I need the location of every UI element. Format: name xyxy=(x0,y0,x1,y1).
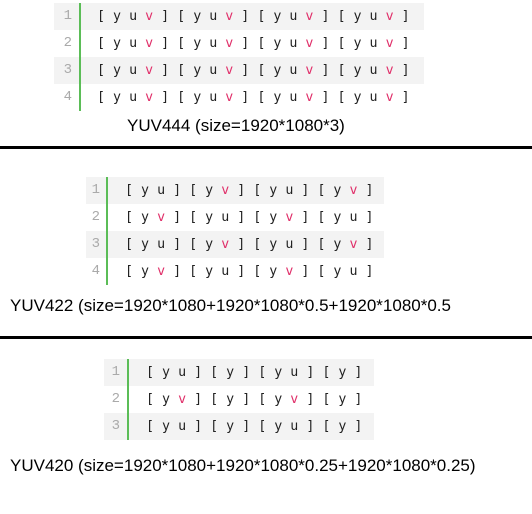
v-sample: v xyxy=(285,264,294,279)
code-line: 2 [ y v ] [ y u ] [ y v ] [ y u ] xyxy=(86,204,384,231)
line-number: 1 xyxy=(111,364,120,380)
code-text: [ y u v ] [ y u v ] [ y u v ] [ y u v ] xyxy=(97,90,410,105)
yuv444-code-block: 1 [ y u v ] [ y u v ] [ y u v ] [ y u v … xyxy=(54,3,424,111)
code-text: [ y u v ] [ y u v ] [ y u v ] [ y u v ] xyxy=(97,63,410,78)
code-text: [ y v ] [ y ] [ y v ] [ y ] xyxy=(146,392,363,407)
code-line: 3 [ y u ] [ y v ] [ y u ] [ y v ] xyxy=(86,231,384,258)
line-number: 4 xyxy=(91,263,100,279)
code-line: 3 [ y u ] [ y ] [ y u ] [ y ] xyxy=(104,413,374,440)
gutter-bar xyxy=(106,177,108,204)
line-number: 2 xyxy=(111,391,120,407)
yuv420-code-block: 1 [ y u ] [ y ] [ y u ] [ y ] 2 [ y v ] … xyxy=(104,359,374,440)
code-line: 1 [ y u ] [ y v ] [ y u ] [ y v ] xyxy=(86,177,384,204)
gutter-bar xyxy=(106,258,108,285)
section-divider xyxy=(0,336,532,339)
gutter-bar xyxy=(106,204,108,231)
gutter-bar xyxy=(127,386,129,413)
code-line: 1 [ y u ] [ y ] [ y u ] [ y ] xyxy=(104,359,374,386)
code-line: 4 [ y v ] [ y u ] [ y v ] [ y u ] xyxy=(86,258,384,285)
yuv420-caption: YUV420 (size=1920*1080+1920*1080*0.25+19… xyxy=(10,456,476,475)
v-sample: v xyxy=(145,63,154,78)
v-sample: v xyxy=(178,392,187,407)
v-sample: v xyxy=(145,9,154,24)
code-line: 2 [ y u v ] [ y u v ] [ y u v ] [ y u v … xyxy=(54,30,424,57)
v-sample: v xyxy=(285,210,294,225)
v-sample: v xyxy=(385,90,394,105)
line-number: 3 xyxy=(111,418,120,434)
line-number: 1 xyxy=(91,182,100,198)
code-text: [ y u v ] [ y u v ] [ y u v ] [ y u v ] xyxy=(97,9,410,24)
code-text: [ y u v ] [ y u v ] [ y u v ] [ y u v ] xyxy=(97,36,410,51)
gutter-bar xyxy=(79,57,81,84)
yuv422-code-block: 1 [ y u ] [ y v ] [ y u ] [ y v ] 2 [ y … xyxy=(86,177,384,285)
v-sample: v xyxy=(157,264,166,279)
v-sample: v xyxy=(145,36,154,51)
section-divider xyxy=(0,146,532,149)
v-sample: v xyxy=(385,9,394,24)
gutter-bar xyxy=(79,3,81,30)
gutter-bar xyxy=(106,231,108,258)
v-sample: v xyxy=(305,90,314,105)
code-line: 4 [ y u v ] [ y u v ] [ y u v ] [ y u v … xyxy=(54,84,424,111)
v-sample: v xyxy=(305,36,314,51)
v-sample: v xyxy=(225,90,234,105)
v-sample: v xyxy=(145,90,154,105)
line-number: 2 xyxy=(91,209,100,225)
gutter-bar xyxy=(127,359,129,386)
v-sample: v xyxy=(225,36,234,51)
yuv444-caption: YUV444 (size=1920*1080*3) xyxy=(127,116,345,135)
code-text: [ y v ] [ y u ] [ y v ] [ y u ] xyxy=(125,210,374,225)
v-sample: v xyxy=(221,237,230,252)
gutter-bar xyxy=(127,413,129,440)
v-sample: v xyxy=(225,9,234,24)
gutter-bar xyxy=(79,30,81,57)
v-sample: v xyxy=(305,9,314,24)
v-sample: v xyxy=(225,63,234,78)
v-sample: v xyxy=(221,183,230,198)
code-text: [ y v ] [ y u ] [ y v ] [ y u ] xyxy=(125,264,374,279)
code-line: 2 [ y v ] [ y ] [ y v ] [ y ] xyxy=(104,386,374,413)
line-number: 2 xyxy=(63,35,72,51)
code-text: [ y u ] [ y v ] [ y u ] [ y v ] xyxy=(125,183,374,198)
v-sample: v xyxy=(305,63,314,78)
code-line: 3 [ y u v ] [ y u v ] [ y u v ] [ y u v … xyxy=(54,57,424,84)
v-sample: v xyxy=(290,392,299,407)
v-sample: v xyxy=(157,210,166,225)
code-line: 1 [ y u v ] [ y u v ] [ y u v ] [ y u v … xyxy=(54,3,424,30)
code-text: [ y u ] [ y ] [ y u ] [ y ] xyxy=(146,365,363,380)
v-sample: v xyxy=(349,237,358,252)
line-number: 1 xyxy=(63,8,72,24)
yuv422-caption: YUV422 (size=1920*1080+1920*1080*0.5+192… xyxy=(10,296,451,315)
gutter-bar xyxy=(79,84,81,111)
code-text: [ y u ] [ y v ] [ y u ] [ y v ] xyxy=(125,237,374,252)
line-number: 3 xyxy=(63,62,72,78)
code-text: [ y u ] [ y ] [ y u ] [ y ] xyxy=(146,419,363,434)
line-number: 3 xyxy=(91,236,100,252)
v-sample: v xyxy=(385,63,394,78)
line-number: 4 xyxy=(63,89,72,105)
v-sample: v xyxy=(349,183,358,198)
v-sample: v xyxy=(385,36,394,51)
